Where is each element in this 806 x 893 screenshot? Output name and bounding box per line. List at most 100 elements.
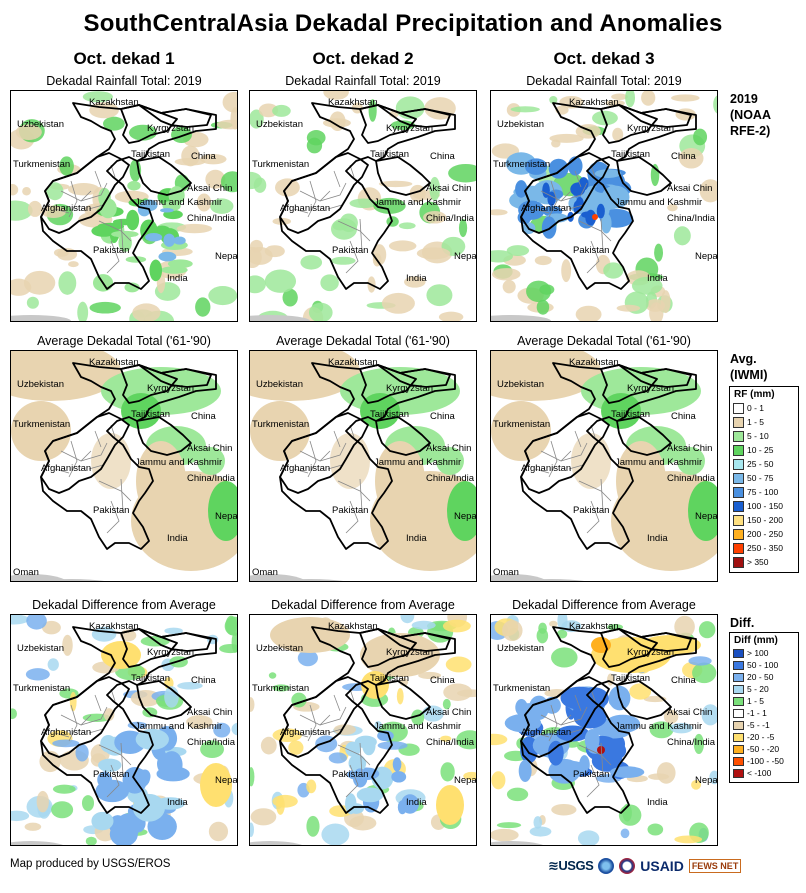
country-label-kyrgyzstan: Kyrgyzstan (386, 383, 433, 394)
map-difference-dekad-2: Kazakhstan Uzbekistan Kyrgyzstan Tajikistan… (249, 614, 477, 846)
column-header-dekad-1: Oct. dekad 1 (73, 49, 175, 68)
precipitation-patch (11, 615, 29, 625)
precipitation-patch (674, 835, 703, 844)
country-label-china: China (430, 411, 455, 422)
precipitation-patch (549, 133, 584, 143)
country-label-tajikistan: Tajikistan (370, 409, 410, 420)
legend-swatch (733, 416, 744, 428)
legend-entry: 50 - 100 (730, 659, 798, 671)
precipitation-patch (231, 722, 237, 736)
country-label-jammu: Jammu and Kashmir (135, 721, 223, 732)
precipitation-patch (11, 708, 17, 720)
precipitation-patch (328, 752, 347, 764)
precipitation-patch (529, 826, 552, 837)
precipitation-patch (250, 109, 264, 129)
country-label-oman: Oman (252, 567, 278, 578)
map-canvas (491, 351, 717, 581)
country-label-afghanistan: Afghanistan (521, 727, 572, 738)
logo-strip: ≋USGS USAID FEWS NET (548, 858, 742, 874)
province-boundary (600, 478, 604, 512)
precipitation-patch (77, 301, 89, 321)
legend-label: -5 - -1 (747, 720, 770, 730)
country-label-kyrgyzstan: Kyrgyzstan (386, 123, 433, 134)
country-label-afghanistan: Afghanistan (280, 203, 331, 214)
precipitation-patch (551, 647, 578, 668)
country-label-kazakhstan: Kazakhstan (89, 357, 139, 368)
precipitation-patch (360, 633, 440, 677)
jammu-kashmir-border (616, 680, 672, 720)
precipitation-patch (612, 127, 624, 142)
precipitation-patch (27, 200, 43, 217)
precipitation-patch (584, 728, 600, 752)
precipitation-patch (15, 124, 42, 140)
map-canvas (11, 615, 237, 845)
precipitation-patch (611, 93, 628, 100)
country-label-aksai-chin: Aksai Chin (187, 443, 233, 454)
country-label-uzbekistan: Uzbekistan (497, 379, 544, 390)
country-label-jammu: Jammu and Kashmir (615, 457, 703, 468)
country-label-china-india: China/India (667, 213, 716, 224)
country-label-uzbekistan: Uzbekistan (17, 379, 64, 390)
province-boundary (534, 208, 550, 214)
country-label-tajikistan: Tajikistan (611, 673, 651, 684)
country-label-kyrgyzstan: Kyrgyzstan (386, 647, 433, 658)
precipitation-patch (440, 735, 452, 742)
country-label-pakistan: Pakistan (573, 769, 610, 780)
province-boundary (54, 468, 70, 474)
country-label-jammu: Jammu and Kashmir (374, 457, 462, 468)
precipitation-patch (491, 351, 601, 401)
precipitation-patch (502, 620, 523, 642)
precipitation-patch (549, 95, 558, 104)
precipitation-patch (458, 219, 468, 238)
precipitation-patch (132, 793, 166, 822)
precipitation-patch (423, 211, 447, 224)
precipitation-patch (46, 182, 64, 201)
precipitation-patch (95, 779, 130, 803)
precipitation-patch (378, 180, 413, 188)
country-label-india: India (167, 273, 188, 284)
precipitation-patch (629, 683, 652, 700)
precipitation-patch (438, 311, 464, 321)
legend-entry: 10 - 25 (730, 443, 798, 457)
country-label-turkmenistan: Turkmenistan (252, 419, 310, 430)
precipitation-patch (518, 759, 532, 782)
precipitation-patch (491, 771, 506, 790)
difference-legend: Diff (mm) > 100 50 - 100 20 - 50 5 - 20 1 - … (729, 632, 799, 783)
legend-swatch (733, 542, 744, 554)
precipitation-patch (691, 779, 701, 790)
kyrgyzstan-border (138, 104, 212, 128)
precipitation-patch (272, 728, 302, 743)
precipitation-patch (323, 91, 349, 100)
precipitation-patch (671, 94, 700, 102)
province-boundary (574, 430, 582, 448)
precipitation-patch (688, 656, 712, 666)
province-boundary (94, 694, 102, 712)
precipitation-patch (200, 740, 225, 759)
legend-entry: -1 - 1 (730, 707, 798, 719)
legend-swatch (733, 458, 744, 470)
country-label-nepal: Nepal (454, 251, 477, 262)
rainfall-legend-title: RF (mm) (734, 389, 775, 400)
country-label-uzbekistan: Uzbekistan (256, 119, 303, 130)
province-boundary (307, 440, 317, 478)
precipitation-patch (603, 262, 624, 279)
precipitation-patch (24, 822, 42, 831)
province-boundary (333, 430, 341, 448)
precipitation-patch (656, 762, 676, 784)
precipitation-patch (101, 641, 141, 669)
precipitation-patch (649, 302, 664, 321)
precipitation-patch (491, 250, 513, 263)
precipitation-patch (606, 742, 627, 760)
legend-swatch (733, 514, 744, 526)
country-label-china: China (191, 411, 216, 422)
country-label-china: China (430, 675, 455, 686)
country-label-afghanistan: Afghanistan (41, 463, 92, 474)
map-average-dekad-1: Kazakhstan Uzbekistan Kyrgyzstan Tajikistan… (10, 350, 238, 582)
precipitation-patch (581, 211, 596, 219)
precipitation-patch (260, 736, 277, 755)
afghanistan-border (520, 412, 610, 494)
afghanistan-border (279, 676, 369, 758)
precipitation-patch (250, 401, 310, 461)
precipitation-patch (47, 658, 59, 671)
precipitation-patch (396, 688, 404, 705)
